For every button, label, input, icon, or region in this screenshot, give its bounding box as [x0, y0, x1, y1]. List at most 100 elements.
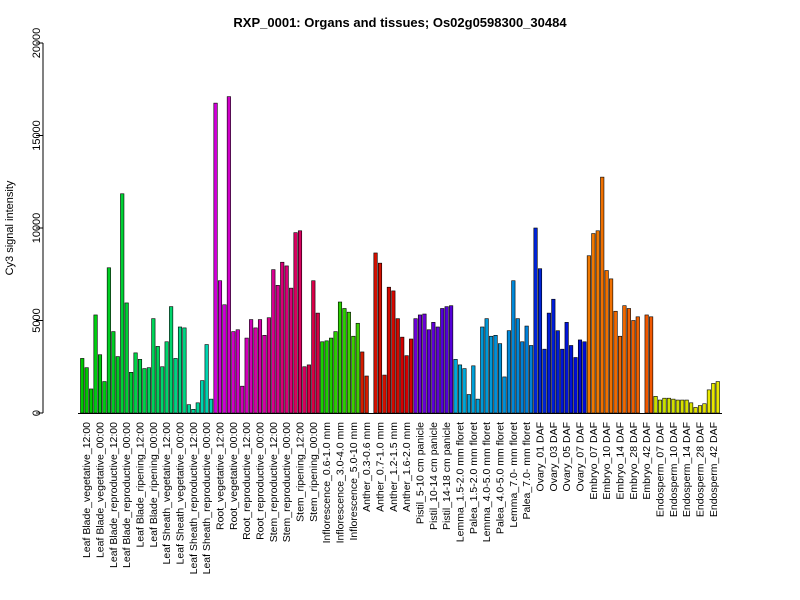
- bar: [484, 318, 489, 414]
- bar: [235, 329, 240, 414]
- x-tick-label: Leaf Blade_ripening_00:00: [148, 422, 160, 548]
- x-tick-label: Stem_ripening_00:00: [308, 422, 320, 522]
- bar: [471, 365, 476, 414]
- bar: [226, 96, 231, 414]
- bar: [257, 319, 263, 414]
- bar: [653, 396, 658, 414]
- bar: [191, 408, 196, 414]
- bar: [537, 268, 543, 414]
- bar: [506, 330, 511, 414]
- x-tick-label: Leaf Blade_vegetative_00:00: [95, 422, 107, 558]
- y-axis: 0 5000 10000 15000 20000: [31, 28, 44, 416]
- bar: [93, 314, 98, 414]
- bar: [462, 368, 467, 414]
- bar: [302, 366, 307, 414]
- bar: [413, 318, 418, 414]
- bar: [635, 316, 640, 414]
- bar: [244, 337, 249, 414]
- bar: [155, 346, 160, 414]
- bar: [337, 301, 343, 414]
- x-tick-label: Embryo_07 DAF: [588, 422, 600, 500]
- x-tick-label: Ovary_05 DAF: [561, 422, 573, 491]
- bar: [115, 356, 120, 414]
- y-tick-label: 0: [31, 410, 43, 416]
- x-tick-label: Anther_0.3-0.6 mm: [361, 422, 373, 512]
- bar: [675, 399, 680, 414]
- bar: [160, 366, 165, 414]
- bar: [666, 397, 671, 414]
- bar: [342, 308, 347, 414]
- bar: [133, 352, 138, 414]
- y-axis-label: Cy3 signal intensity: [4, 180, 16, 275]
- x-tick-label: Ovary_01 DAF: [535, 422, 547, 491]
- bar: [146, 367, 151, 414]
- x-tick-label: Ovary_03 DAF: [548, 422, 560, 491]
- x-tick-label: Root_vegetative_00:00: [228, 422, 240, 530]
- x-tick-label: Stem_reproductive_12:00: [268, 422, 280, 542]
- x-tick-label: Stem_reproductive_00:00: [281, 422, 293, 542]
- bar: [386, 286, 391, 414]
- bar: [573, 357, 578, 414]
- bar: [382, 374, 387, 414]
- bar: [715, 381, 720, 414]
- bar: [404, 355, 409, 414]
- bar: [631, 320, 636, 414]
- bar: [657, 399, 663, 414]
- bar: [466, 394, 471, 414]
- bar: [706, 389, 711, 414]
- bar: [689, 402, 694, 414]
- y-tick-label: 20000: [31, 28, 43, 59]
- x-tick-label: Endosperm_07 DAF: [655, 422, 667, 517]
- bar: [84, 367, 89, 414]
- bar: [515, 318, 520, 414]
- bar: [440, 308, 445, 414]
- bar: [613, 310, 618, 414]
- bar: [315, 312, 320, 414]
- bar: [253, 327, 258, 414]
- bar: [289, 287, 294, 414]
- bar: [497, 343, 503, 414]
- bar: [542, 348, 547, 414]
- bar: [702, 403, 707, 414]
- x-tick-label: Palea_4.0-5.0 mm floret: [495, 422, 507, 534]
- x-tick-label: Anther_1.6-2.0 mm: [401, 422, 413, 512]
- x-tick-label: Pistil_10-14 cm panicle: [428, 422, 440, 530]
- bar: [395, 318, 400, 414]
- bar: [662, 397, 667, 414]
- bar: [151, 318, 156, 414]
- chart-title: RXP_0001: Organs and tissues; Os02g05983…: [233, 15, 567, 30]
- bar: [449, 305, 454, 414]
- x-tick-label: Leaf Blade_ripening_12:00: [135, 422, 147, 548]
- bar: [320, 341, 325, 414]
- bar: [129, 371, 134, 414]
- bar: [511, 280, 516, 414]
- bar: [529, 345, 534, 414]
- x-tick-label: Ovary_07 DAF: [575, 422, 587, 491]
- bar: [266, 317, 271, 414]
- bar: [284, 265, 289, 414]
- bar: [533, 227, 538, 414]
- bar: [591, 233, 596, 414]
- bar: [195, 402, 200, 414]
- bar: [622, 305, 627, 414]
- bar: [204, 344, 209, 414]
- x-tick-label: Endosperm_10 DAF: [668, 422, 680, 517]
- bar: [280, 261, 285, 414]
- bar: [426, 329, 431, 414]
- bar: [89, 388, 94, 414]
- x-tick-label: Endosperm_28 DAF: [695, 422, 707, 517]
- bar: [169, 306, 174, 414]
- bar: [502, 376, 507, 414]
- bar: [360, 351, 365, 414]
- bar: [240, 385, 245, 414]
- bar: [417, 314, 423, 414]
- bar: [137, 359, 143, 414]
- bar: [600, 176, 605, 414]
- bar: [231, 331, 236, 414]
- bar: [604, 270, 609, 414]
- bar: [644, 314, 649, 414]
- bar: [409, 338, 414, 414]
- x-tick-label: Leaf Sheath_vegetative_00:00: [175, 422, 187, 565]
- y-tick-label: 5000: [31, 308, 43, 332]
- x-tick-label: Embryo_42 DAF: [641, 422, 653, 500]
